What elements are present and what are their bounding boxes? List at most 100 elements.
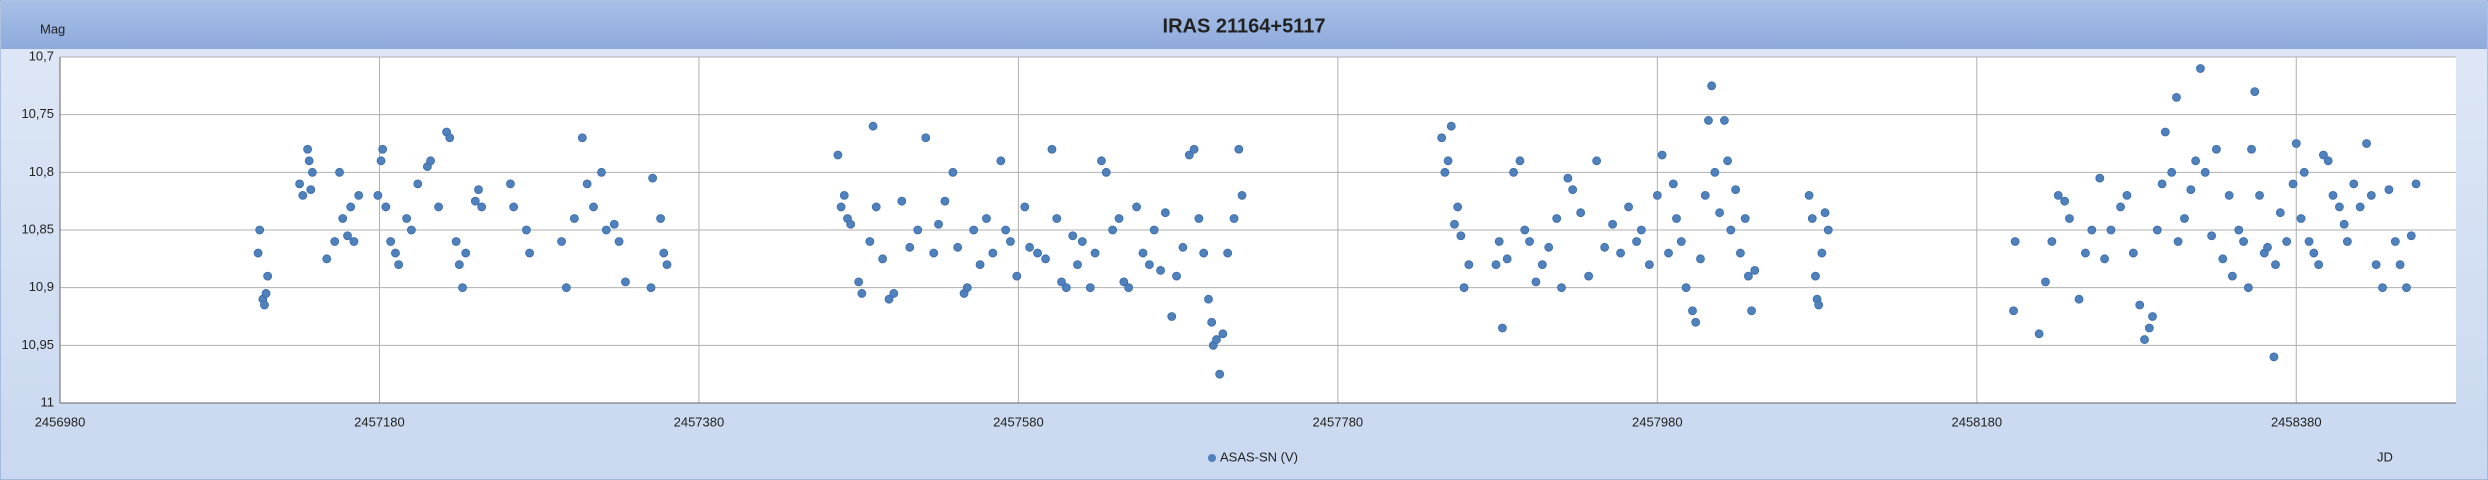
data-point: [2186, 185, 2196, 195]
data-point: [889, 289, 899, 298]
data-point: [1006, 237, 1015, 246]
data-point: [1740, 214, 1750, 223]
data-point: [2271, 260, 2280, 270]
data-point: [2140, 335, 2149, 344]
data-point: [1608, 219, 1618, 229]
data-point: [1735, 248, 1745, 258]
data-point: [1156, 265, 1165, 275]
data-point: [470, 196, 480, 206]
data-point: [343, 231, 352, 241]
data-point: [1726, 225, 1736, 235]
data-point: [897, 196, 907, 206]
x-tick-label: 2456980: [35, 414, 86, 429]
data-point: [306, 185, 316, 195]
data-point: [2319, 150, 2328, 160]
data-point: [1636, 225, 1646, 235]
data-point: [1025, 242, 1034, 252]
data-point: [609, 219, 619, 229]
legend-marker: [1208, 454, 1216, 462]
data-point: [2299, 167, 2309, 177]
data-point: [1502, 254, 1512, 264]
data-point: [2342, 237, 2352, 246]
data-point: [1234, 144, 1244, 154]
data-point: [2041, 277, 2050, 287]
data-point: [1497, 323, 1507, 333]
data-point: [2411, 179, 2421, 189]
data-point: [2384, 185, 2394, 195]
data-point: [2100, 254, 2109, 264]
data-point: [349, 237, 359, 246]
data-point: [1215, 369, 1225, 379]
data-point: [854, 277, 864, 287]
data-point: [1450, 219, 1459, 229]
data-point: [865, 237, 875, 246]
data-point: [2106, 225, 2116, 235]
data-point: [1657, 150, 1667, 160]
data-point: [2095, 173, 2105, 183]
data-point: [2148, 312, 2157, 321]
data-point: [2135, 300, 2145, 310]
data-point: [1807, 214, 1817, 223]
data-point: [557, 237, 566, 246]
data-point: [330, 237, 340, 246]
data-point: [2074, 294, 2084, 304]
data-point: [982, 214, 991, 223]
data-point: [354, 190, 364, 200]
data-point: [2144, 323, 2154, 333]
data-point: [1144, 260, 1154, 270]
data-point: [2116, 202, 2125, 212]
data-point: [601, 225, 611, 235]
x-tick-label: 2457580: [993, 414, 1044, 429]
data-point: [846, 219, 856, 229]
data-point: [1715, 208, 1725, 218]
data-point: [1223, 248, 1233, 258]
data-point: [1568, 185, 1578, 195]
data-point: [948, 167, 958, 177]
data-point: [2247, 144, 2256, 154]
plot-layer: 10,7 10,75 10,8 10,85 10,9 10,95 11 2456980 2457…: [21, 48, 2456, 464]
data-point: [996, 156, 1006, 166]
data-point: [1167, 312, 1177, 321]
data-point: [1437, 133, 1447, 143]
data-point: [346, 202, 356, 212]
title-band: [1, 1, 2487, 49]
data-point: [868, 121, 878, 131]
data-point: [2309, 248, 2319, 258]
data-point: [975, 260, 985, 270]
data-point: [561, 283, 571, 293]
data-point: [1700, 190, 1710, 200]
data-point: [2218, 254, 2228, 264]
data-point: [1184, 150, 1194, 160]
data-point: [2323, 156, 2333, 166]
data-point: [322, 254, 332, 264]
data-point: [426, 156, 435, 166]
data-point: [1576, 208, 1586, 218]
y-tick-label: 11: [41, 394, 55, 409]
data-point: [2269, 352, 2279, 362]
data-point: [953, 242, 963, 252]
data-point: [2196, 64, 2205, 73]
data-point: [1691, 317, 1701, 327]
data-point: [1681, 283, 1691, 293]
data-point: [381, 202, 391, 212]
data-point: [1644, 260, 1654, 270]
data-point: [1057, 277, 1066, 287]
data-point: [458, 283, 467, 293]
data-point: [454, 260, 464, 270]
data-point: [1600, 242, 1610, 252]
data-point: [1750, 265, 1760, 275]
data-point: [646, 283, 656, 293]
data-point: [2009, 306, 2018, 316]
data-point: [2395, 260, 2405, 270]
data-point: [929, 248, 939, 258]
data-point: [2211, 144, 2221, 154]
data-point: [2314, 260, 2324, 270]
data-point: [1033, 248, 1042, 258]
y-tick-label: 10,85: [21, 221, 54, 236]
data-point: [2239, 237, 2248, 246]
data-point: [1823, 225, 1833, 235]
data-point: [1194, 214, 1204, 223]
data-point: [662, 260, 672, 270]
data-point: [2034, 329, 2044, 339]
